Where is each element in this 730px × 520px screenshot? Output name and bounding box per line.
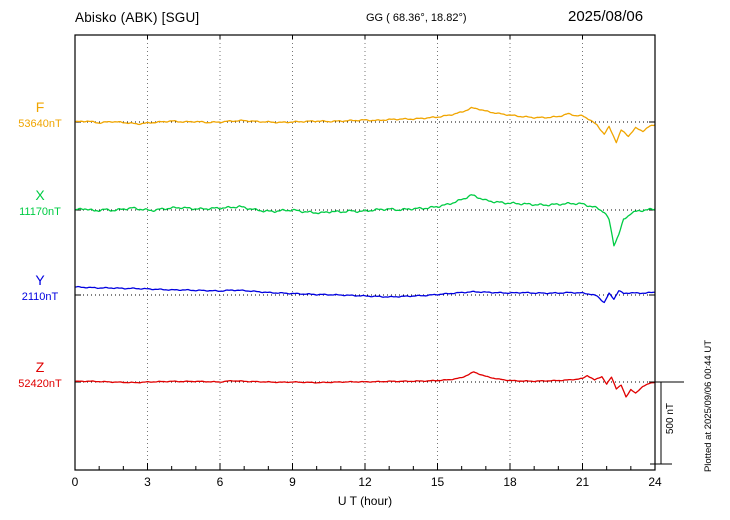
trace-label-Z: Z 52420nT bbox=[8, 360, 72, 390]
trace-label-F: F 53640nT bbox=[8, 100, 72, 130]
x-tick-label: 12 bbox=[358, 475, 372, 489]
trace-baseline-value-F: 53640nT bbox=[18, 118, 62, 130]
x-tick-label: 15 bbox=[430, 475, 445, 489]
station-title: Abisko (ABK) [SGU] bbox=[75, 10, 200, 25]
x-tick-label: 18 bbox=[503, 475, 517, 489]
plot-date: 2025/08/06 bbox=[568, 8, 644, 25]
trace-baseline-value-X: 11170nT bbox=[19, 206, 61, 218]
trace-F bbox=[74, 106, 656, 144]
trace-label-X: X 11170nT bbox=[8, 188, 72, 218]
trace-X bbox=[74, 194, 656, 247]
geo-coordinates: GG ( 68.36°, 18.82°) bbox=[366, 12, 467, 24]
trace-baseline-value-Z: 52420nT bbox=[18, 378, 62, 390]
x-tick-label: 0 bbox=[71, 475, 79, 489]
x-tick-label: 24 bbox=[648, 475, 662, 489]
trace-Y bbox=[74, 285, 656, 304]
x-tick-label: 21 bbox=[575, 475, 590, 489]
plotted-timestamp-note: Plotted at 2025/09/06 00:44 UT bbox=[703, 339, 714, 472]
x-axis-label: U T (hour) bbox=[337, 494, 393, 508]
trace-label-Y: Y 2110nT bbox=[8, 273, 72, 303]
trace-letter-F: F bbox=[35, 99, 45, 115]
x-tick-label: 6 bbox=[216, 475, 224, 489]
trace-letter-Z: Z bbox=[35, 359, 45, 375]
trace-baseline-value-Y: 2110nT bbox=[21, 291, 59, 303]
trace-letter-X: X bbox=[35, 187, 45, 203]
scale-bar-label: 500 nT bbox=[665, 403, 676, 435]
x-tick-label: 3 bbox=[144, 475, 151, 489]
x-tick-label: 9 bbox=[289, 475, 296, 489]
trace-letter-Y: Y bbox=[35, 272, 45, 288]
trace-Z bbox=[74, 371, 656, 398]
